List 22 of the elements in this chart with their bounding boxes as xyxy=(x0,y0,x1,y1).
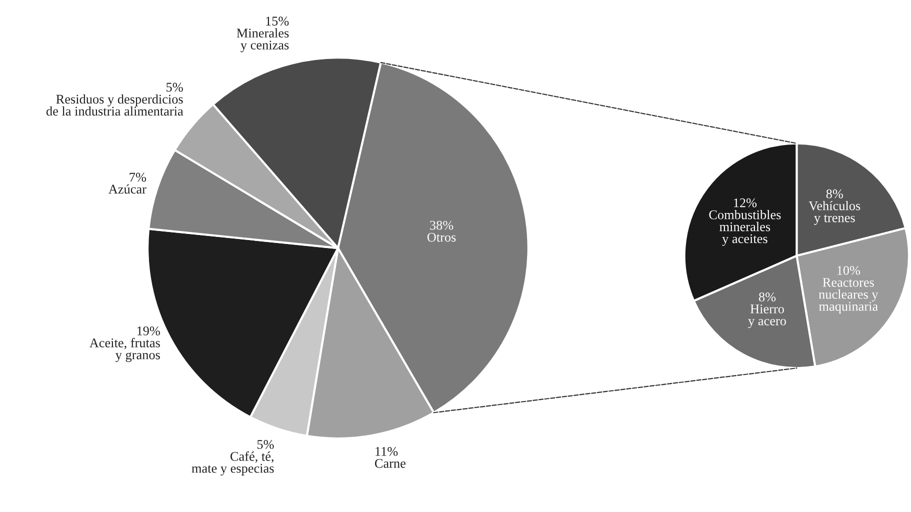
slice-label: Residuos y desperdicios de la industria alimentaria xyxy=(46,94,184,116)
data-label: 8% xyxy=(758,292,776,302)
data-label: 12% xyxy=(734,198,757,208)
slice-label: Reactores nucleares y maquinaria xyxy=(818,278,878,314)
data-label: 8% xyxy=(826,189,843,198)
data-label: 19% xyxy=(137,326,160,336)
data-label: 11% xyxy=(376,446,398,456)
data-label: 10% xyxy=(837,266,860,275)
slice-label: Otros xyxy=(427,232,456,242)
slice-label: Hierro y acero xyxy=(748,304,786,328)
slice-label: Minerales y cenizas xyxy=(236,28,289,52)
slice-label: Aceite, frutas y granos xyxy=(89,338,160,362)
slice-label: Vehículos y trenes xyxy=(808,200,860,225)
data-label: 5% xyxy=(166,82,183,92)
data-label: 15% xyxy=(266,16,289,26)
data-label: 38% xyxy=(430,220,454,230)
slice-label: Combustibles minerales y aceites xyxy=(709,210,781,246)
data-label: 7% xyxy=(130,172,146,182)
slice-label: Carne xyxy=(374,458,406,468)
data-label: 5% xyxy=(257,440,274,449)
slice-label: Azúcar xyxy=(108,184,146,194)
slice-label: Café, té, mate y especias xyxy=(192,451,274,476)
